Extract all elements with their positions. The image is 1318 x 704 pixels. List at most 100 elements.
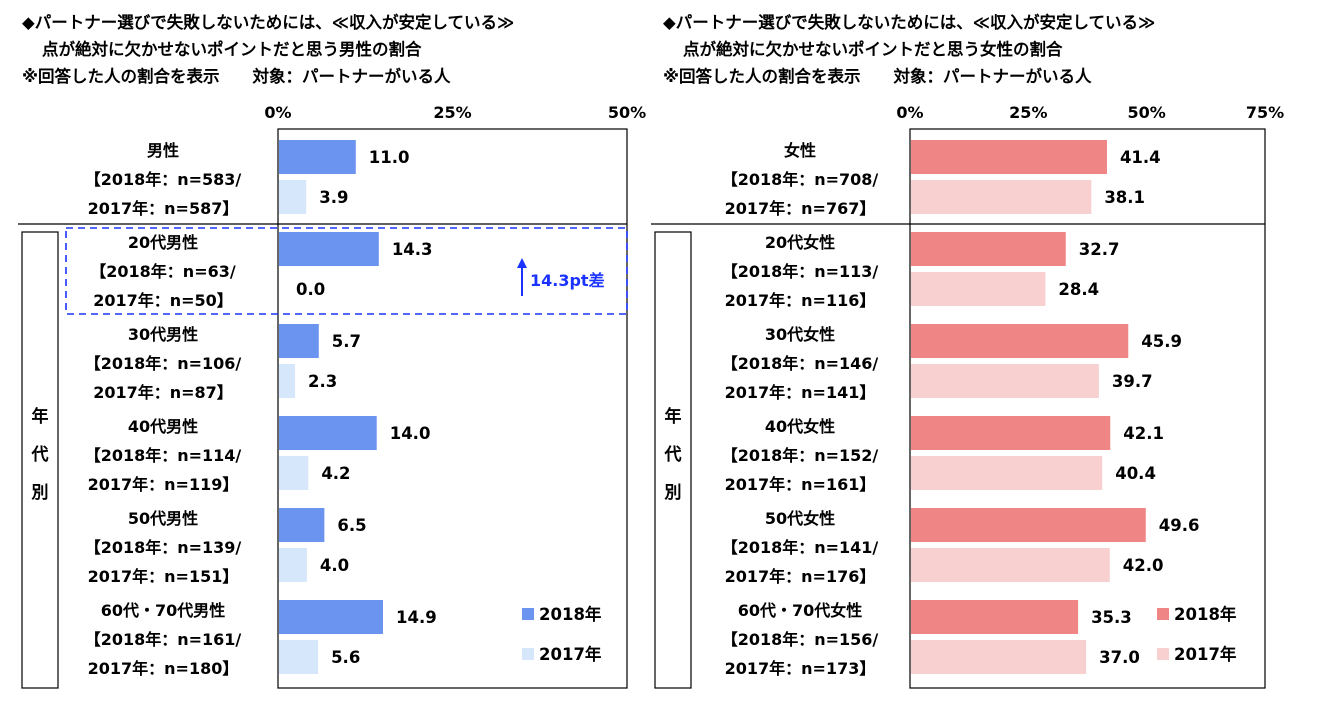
bar-2018 xyxy=(279,232,379,266)
chart-title-line: ◆パートナー選びで失敗しないためには、≪収入が安定している≫ xyxy=(663,12,1155,32)
category-label: 【2018年：n=161/ xyxy=(85,630,242,649)
category-label: 【2018年：n=156/ xyxy=(722,630,879,649)
category-label: 【2018年：n=114/ xyxy=(85,446,242,465)
data-label: 28.4 xyxy=(1058,280,1099,299)
data-label: 2.3 xyxy=(308,372,337,391)
bar-2018 xyxy=(279,416,377,450)
x-tick-label: 0% xyxy=(264,103,291,122)
bar-2018 xyxy=(911,416,1111,450)
age-group-label: 年 xyxy=(665,406,682,427)
difference-annotation: 14.3pt差 xyxy=(530,271,605,290)
category-label: 20代女性 xyxy=(765,233,835,252)
arrow-head-icon xyxy=(517,258,527,268)
bar-2018 xyxy=(279,600,384,634)
data-label: 42.1 xyxy=(1123,424,1164,443)
data-label: 38.1 xyxy=(1104,188,1145,207)
chart-title-line: 点が絶対に欠かせないポイントだと思う女性の割合 xyxy=(683,39,1063,59)
data-label: 35.3 xyxy=(1091,608,1132,627)
data-label: 11.0 xyxy=(369,148,410,167)
data-label: 37.0 xyxy=(1099,648,1140,667)
category-label: 2017年：n=767】 xyxy=(725,199,876,218)
data-label: 14.0 xyxy=(390,424,431,443)
plot-frame xyxy=(277,128,628,689)
category-label: 20代男性 xyxy=(128,233,198,252)
bar-2018 xyxy=(911,232,1066,266)
category-label: 【2018年：n=139/ xyxy=(85,538,242,557)
bar-2017 xyxy=(911,364,1099,398)
x-tick-label: 25% xyxy=(433,103,471,122)
x-tick-label: 25% xyxy=(1009,103,1047,122)
category-label: 2017年：n=587】 xyxy=(88,199,239,218)
category-label: 50代男性 xyxy=(128,509,198,528)
bar-2018 xyxy=(279,140,356,174)
age-group-label: 年 xyxy=(32,406,49,427)
legend-swatch-2018 xyxy=(1157,608,1169,620)
chart-title-line: ※回答した人の割合を表示 対象：パートナーがいる人 xyxy=(22,66,451,86)
age-group-box xyxy=(21,231,59,689)
category-label: 2017年：n=116】 xyxy=(725,291,876,310)
legend-swatch-2017 xyxy=(522,648,534,660)
data-label: 3.9 xyxy=(319,188,348,207)
data-label: 6.5 xyxy=(337,516,366,535)
legend-label-2018: 2018年 xyxy=(1174,604,1237,624)
data-label: 40.4 xyxy=(1115,464,1156,483)
category-label: 【2018年：n=63/ xyxy=(90,262,236,281)
category-label: 2017年：n=173】 xyxy=(725,659,876,678)
bar-2017 xyxy=(279,640,319,674)
bar-2017 xyxy=(279,180,307,214)
age-group-label: 代 xyxy=(31,444,49,465)
data-label: 42.0 xyxy=(1123,556,1164,575)
data-label: 39.7 xyxy=(1112,372,1153,391)
category-label: 2017年：n=119】 xyxy=(88,475,239,494)
category-label: 2017年：n=151】 xyxy=(88,567,239,586)
data-label: 49.6 xyxy=(1159,516,1200,535)
bar-2018 xyxy=(911,140,1107,174)
age-group-label: 代 xyxy=(664,444,682,465)
category-label: 【2018年：n=113/ xyxy=(722,262,879,281)
bar-2017 xyxy=(279,456,309,490)
x-tick-label: 50% xyxy=(1128,103,1166,122)
legend-label-2017: 2017年 xyxy=(1174,644,1237,664)
category-label: 2017年：n=161】 xyxy=(725,475,876,494)
bar-2018 xyxy=(911,508,1146,542)
bar-2018 xyxy=(279,324,319,358)
data-label: 32.7 xyxy=(1079,240,1120,259)
category-label: 【2018年：n=106/ xyxy=(85,354,242,373)
data-label: 5.6 xyxy=(331,648,360,667)
category-label: 40代女性 xyxy=(765,417,835,436)
bar-2018 xyxy=(279,508,325,542)
category-label: 40代男性 xyxy=(128,417,198,436)
category-label: 2017年：n=141】 xyxy=(725,383,876,402)
bar-2017 xyxy=(911,456,1103,490)
legend-swatch-2018 xyxy=(522,608,534,620)
chart-title-line: ※回答した人の割合を表示 対象：パートナーがいる人 xyxy=(663,66,1092,86)
x-tick-label: 0% xyxy=(896,103,923,122)
male-chart: ◆パートナー選びで失敗しないためには、≪収入が安定している≫ 点が絶対に欠かせない… xyxy=(18,12,646,689)
highlight-box xyxy=(65,227,628,315)
category-label: 【2018年：n=708/ xyxy=(722,170,879,189)
data-label: 0.0 xyxy=(296,280,325,299)
age-group-label: 別 xyxy=(664,483,682,503)
bar-2017 xyxy=(279,364,296,398)
bar-2017 xyxy=(911,548,1110,582)
data-label: 14.3 xyxy=(392,240,433,259)
category-label: 男性 xyxy=(147,141,179,160)
category-label: 【2018年：n=141/ xyxy=(722,538,879,557)
category-label: 2017年：n=176】 xyxy=(725,567,876,586)
bar-2018 xyxy=(911,324,1129,358)
category-label: 女性 xyxy=(784,141,816,160)
category-label: 30代女性 xyxy=(765,325,835,344)
category-label: 50代女性 xyxy=(765,509,835,528)
legend-label-2018: 2018年 xyxy=(539,604,602,624)
age-group-label: 別 xyxy=(31,483,49,503)
category-label: 30代男性 xyxy=(128,325,198,344)
category-label: 【2018年：n=146/ xyxy=(722,354,879,373)
category-label: 2017年：n=50】 xyxy=(93,291,233,310)
plot-frame xyxy=(909,128,1266,689)
bar-2017 xyxy=(911,180,1092,214)
data-label: 45.9 xyxy=(1141,332,1182,351)
category-label: 2017年：n=87】 xyxy=(93,383,233,402)
female-chart: ◆パートナー選びで失敗しないためには、≪収入が安定している≫ 点が絶対に欠かせない… xyxy=(651,12,1284,689)
chart-title-line: 点が絶対に欠かせないポイントだと思う男性の割合 xyxy=(42,39,422,59)
